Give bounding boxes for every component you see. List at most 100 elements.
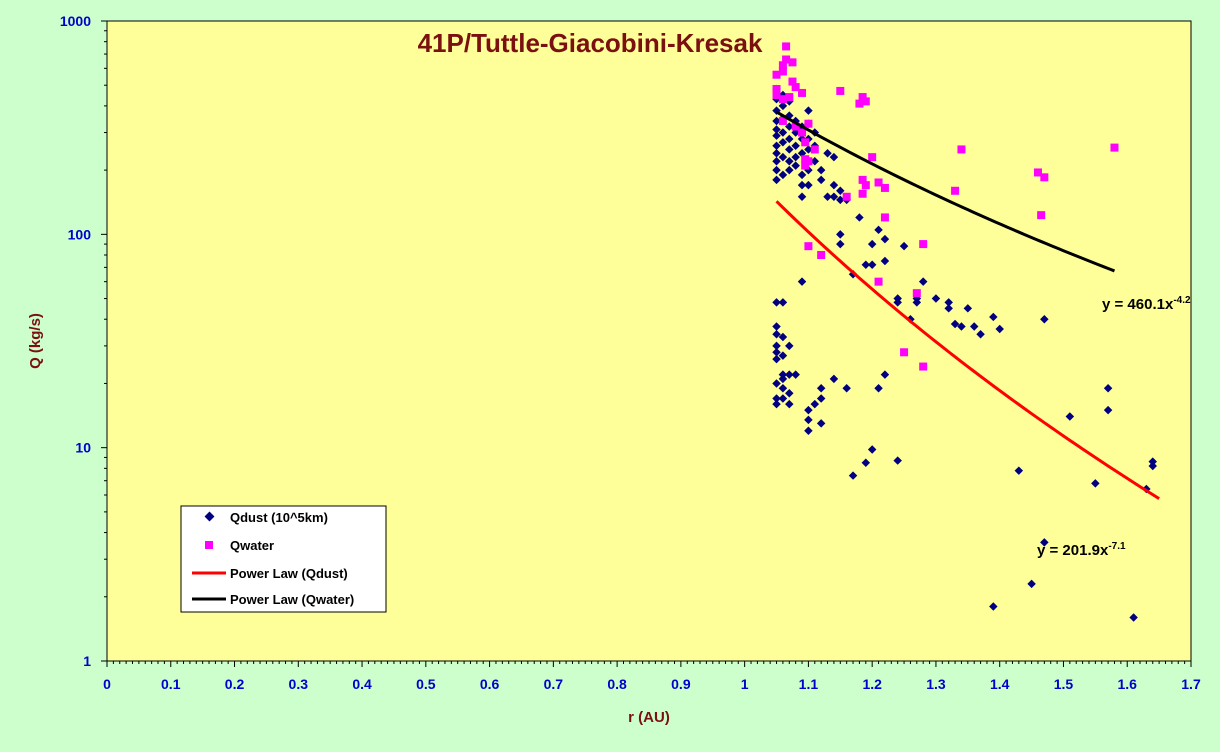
dust-point	[893, 456, 902, 465]
x-tick-label: 0.9	[671, 676, 691, 692]
dust-point	[976, 330, 985, 339]
water-point	[817, 251, 826, 260]
x-tick-labels: 0 0.1 0.2 0.3 0.4 0.5 0.6 0.7 0.8 0.9 1 1.1 1.2 1.3 1.…	[103, 676, 1201, 692]
dust-point	[778, 332, 788, 342]
dust-point	[963, 304, 973, 313]
x-minor-ticks	[106, 661, 1192, 667]
x-tick-label: 1.7	[1181, 676, 1201, 692]
legend-dust-marker	[204, 511, 215, 522]
dust-point	[861, 458, 871, 467]
water-point	[874, 178, 883, 187]
dust-point	[785, 370, 794, 379]
dust-point	[810, 399, 820, 409]
water-point	[804, 119, 813, 128]
dust-point	[804, 426, 813, 436]
water-point	[951, 186, 960, 195]
dust-point	[772, 298, 781, 307]
water-fit-equation: y = 460.1x-4.2	[1102, 295, 1191, 313]
water-point	[778, 95, 787, 104]
water-point	[772, 85, 781, 94]
y-tick-label: 1	[83, 653, 91, 669]
water-point	[791, 122, 800, 131]
dust-point	[829, 374, 839, 384]
fit-line	[775, 200, 1160, 500]
dust-point	[791, 370, 800, 379]
legend-water-label: Qwater	[230, 538, 274, 553]
dust-point	[842, 383, 851, 393]
y-tick-label: 1000	[60, 13, 91, 29]
water-point	[772, 90, 781, 99]
water-point	[919, 240, 928, 249]
dust-point	[804, 415, 813, 425]
x-tick-label: 1.4	[990, 676, 1010, 692]
dust-fit-equation-base: y = 201.9x	[1037, 542, 1109, 559]
dust-point	[785, 399, 794, 409]
dust-point	[950, 319, 960, 329]
dust-point	[1040, 314, 1049, 324]
dust-point	[1027, 579, 1036, 589]
dust-fit-equation-exponent: -7.1	[1108, 541, 1126, 552]
water-point	[785, 93, 794, 102]
fit-line	[775, 110, 1116, 273]
water-fit-equation-exponent: -4.2	[1173, 295, 1191, 306]
dust-point	[772, 399, 781, 409]
dust-point	[797, 277, 807, 286]
x-tick-label: 1.1	[799, 676, 819, 692]
y-tick-labels: 1 10 100 1000	[60, 13, 91, 669]
dust-point	[772, 379, 781, 388]
water-point	[919, 362, 928, 371]
water-fit-equation-base: y = 460.1x	[1102, 296, 1174, 313]
dust-point	[874, 383, 883, 393]
dust-point	[893, 298, 902, 307]
water-point	[900, 348, 909, 357]
dust-point	[867, 260, 877, 270]
water-point	[772, 70, 781, 79]
legend-water-fit-label: Power Law (Qwater)	[230, 592, 354, 607]
water-point	[778, 116, 787, 125]
water-point	[874, 277, 883, 286]
legend: Qdust (10^5km) Qwater Power Law (Qdust) …	[180, 505, 387, 613]
water-point	[804, 242, 813, 251]
dust-point	[785, 341, 794, 351]
dust-point	[848, 471, 858, 480]
x-tick-label: 0.3	[289, 676, 309, 692]
water-point	[836, 86, 845, 95]
x-tick-label: 1.3	[926, 676, 946, 692]
x-tick-label: 0.6	[480, 676, 500, 692]
x-tick-label: 0.7	[544, 676, 564, 692]
dust-point	[944, 304, 953, 313]
water-point	[801, 161, 810, 170]
dust-point	[772, 348, 781, 357]
x-tick-label: 0.5	[416, 676, 436, 692]
water-point	[1037, 211, 1046, 220]
x-tick-label: 0.4	[352, 676, 372, 692]
dust-point	[944, 298, 953, 307]
water-point	[810, 145, 819, 154]
dust-point	[880, 256, 890, 266]
water-point	[788, 58, 797, 67]
water-point	[791, 83, 800, 92]
dust-point	[1091, 479, 1100, 488]
dust-point	[772, 330, 781, 339]
dust-point	[778, 394, 788, 403]
water-point	[957, 145, 966, 154]
x-tick-label: 0	[103, 676, 111, 692]
dust-point	[772, 394, 781, 403]
water-point	[782, 42, 791, 51]
dust-point	[1103, 383, 1113, 393]
dust-point	[804, 405, 813, 415]
dust-point	[772, 322, 781, 331]
water-point	[798, 128, 807, 137]
water-point	[1040, 173, 1049, 182]
water-point	[855, 99, 864, 108]
water-point	[801, 138, 810, 147]
fit-layer	[775, 110, 1160, 500]
dust-point	[918, 277, 928, 286]
dust-point	[969, 322, 979, 331]
legend-dust-label: Qdust (10^5km)	[230, 510, 328, 525]
x-tick-label: 1.6	[1118, 676, 1138, 692]
dust-point	[989, 602, 998, 611]
dust-point	[778, 351, 788, 360]
dust-point	[880, 370, 890, 379]
